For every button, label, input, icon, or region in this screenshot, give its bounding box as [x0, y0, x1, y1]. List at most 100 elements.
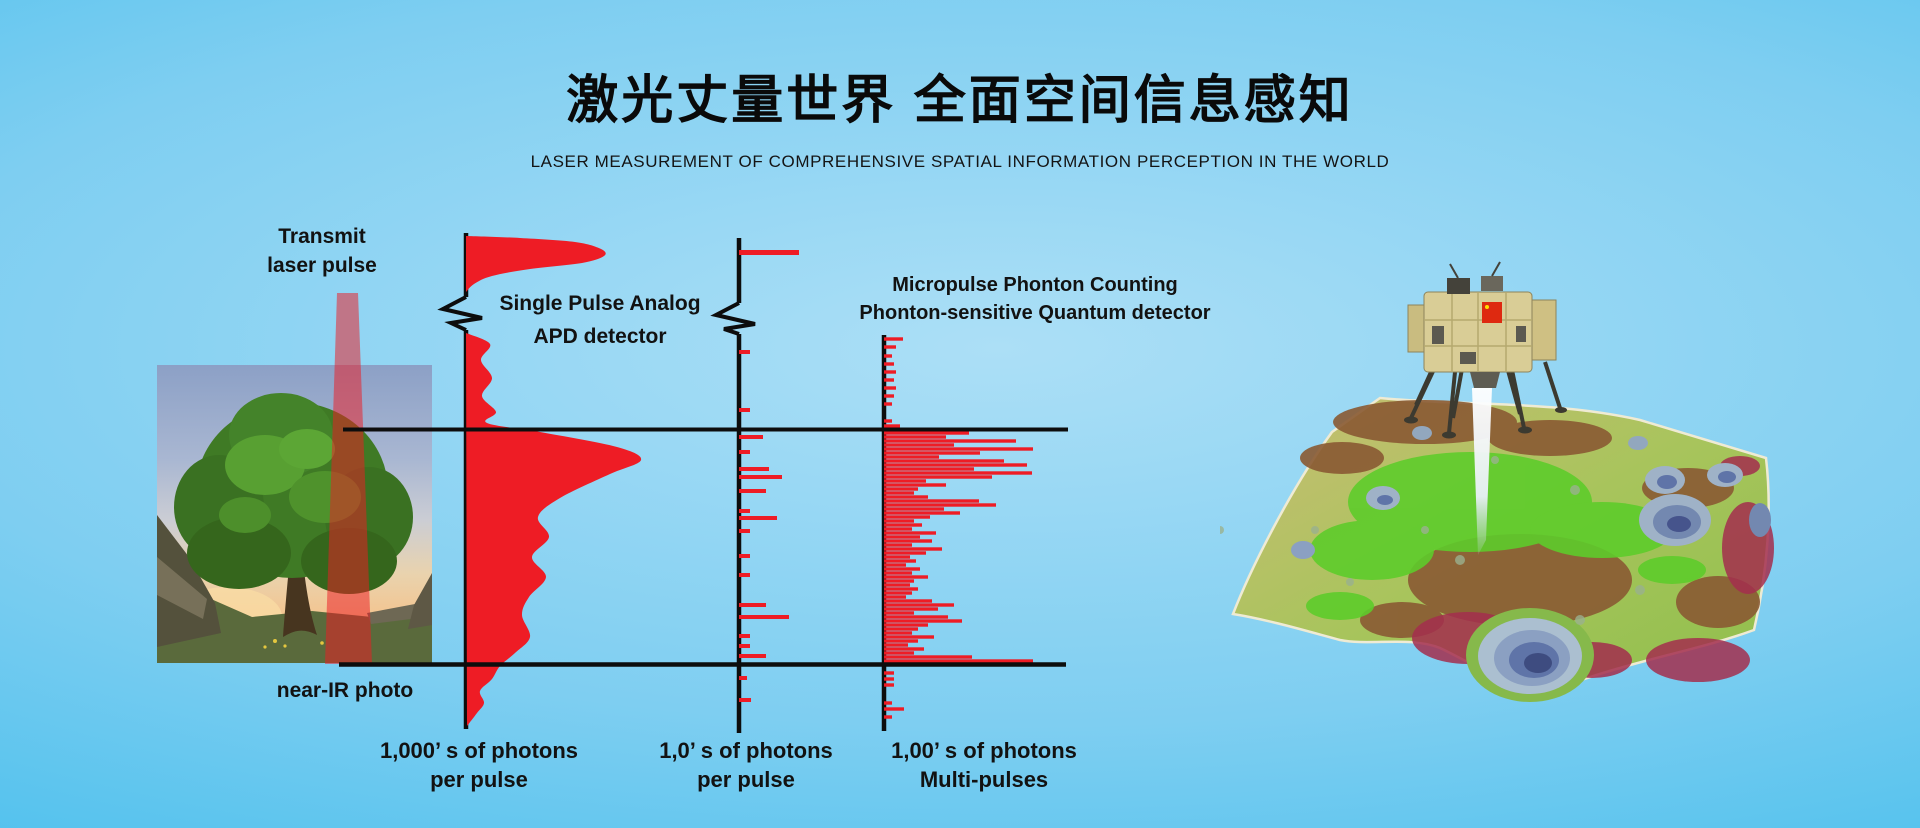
photon-pulse: [739, 509, 750, 513]
histogram-bar: [884, 527, 912, 531]
histogram-bar: [884, 571, 912, 575]
histogram-bar: [884, 386, 896, 390]
histogram-bar: [884, 615, 948, 619]
histogram-bar: [884, 370, 896, 374]
photon-pulse: [739, 435, 763, 439]
photon-pulse: [739, 250, 799, 255]
histogram-bar: [884, 535, 920, 539]
histogram-bar: [884, 394, 894, 398]
near-ir-photo-label: near-IR photo: [276, 679, 414, 702]
histogram-bar: [884, 431, 969, 435]
crater-right-1: [1639, 494, 1711, 546]
histogram-bar: [884, 439, 1016, 443]
histogram-bar: [884, 419, 892, 423]
histogram-bar: [884, 447, 1033, 451]
page-subtitle: LASER MEASUREMENT OF COMPREHENSIVE SPATI…: [530, 152, 1390, 171]
histogram-bar: [884, 424, 900, 428]
transmit-laser-pulse-label: Transmit laser pulse: [267, 225, 377, 277]
histogram-bar: [884, 459, 1004, 463]
histogram-bar: [884, 579, 914, 583]
apd-detector-label: Single Pulse Analog APD detector: [499, 292, 701, 348]
histogram-bar: [884, 519, 914, 523]
photon-pulse: [739, 573, 750, 577]
histogram-bar: [884, 715, 892, 719]
photon-pulse: [739, 450, 750, 454]
crater-large: [1466, 608, 1594, 702]
crater-left-1: [1366, 486, 1400, 510]
histogram-bar: [884, 591, 912, 595]
lander-engine-nozzle: [1470, 372, 1500, 388]
terrain-green-patches: [1306, 452, 1706, 682]
photon-pulse: [739, 615, 789, 619]
crater-near-lander: [1412, 426, 1432, 440]
histogram-bar: [884, 575, 928, 579]
histogram-bar: [884, 587, 918, 591]
histogram-bar: [884, 491, 914, 495]
histogram-bar: [884, 471, 1032, 475]
right-rocks: [408, 573, 432, 629]
histogram-bar: [884, 539, 932, 543]
histogram-bar: [884, 362, 894, 366]
stone-wall: [157, 557, 207, 619]
histogram-bar: [884, 627, 918, 631]
right-wall: [367, 604, 419, 624]
histogram-bar: [884, 611, 914, 615]
photon-pulse: [739, 644, 750, 648]
histogram-bar: [884, 595, 906, 599]
histogram-bar: [884, 499, 979, 503]
photon-axis-break-squiggle: [710, 301, 756, 336]
histogram-bar: [884, 483, 946, 487]
histogram-bar: [884, 671, 894, 675]
histogram-bar: [884, 354, 892, 358]
histogram-bar: [884, 563, 906, 567]
histogram-bar: [884, 707, 904, 711]
histogram-bar: [884, 503, 996, 507]
histogram-bar: [884, 603, 954, 607]
lander-laser-beam: [1472, 388, 1492, 555]
histogram-bar: [884, 639, 918, 643]
left-hill: [157, 515, 221, 647]
histogram-bar: [884, 547, 942, 551]
histogram-bar: [884, 683, 894, 687]
histogram-bar: [884, 345, 896, 349]
photon-pulse: [739, 676, 747, 680]
lidar-terrain-scene: [1220, 261, 1774, 702]
histogram-bar: [884, 507, 944, 511]
lander-panel-lines: [1424, 292, 1532, 372]
page-title: 激光丈量世界 全面空间信息感知: [566, 72, 1354, 130]
crater-left-2: [1291, 541, 1315, 559]
apd-return-waveform: [466, 333, 642, 726]
histogram-bar: [884, 378, 894, 382]
photon-pulse: [739, 698, 751, 702]
craters: [1220, 426, 1771, 702]
histogram-bar: [884, 631, 912, 635]
multipulse-axis-caption: 1,00’ s of photons Multi-pulses: [891, 738, 1077, 792]
wildflowers: [263, 639, 324, 649]
histogram-bar: [884, 607, 938, 611]
histogram-bar: [884, 583, 910, 587]
crater-edge: [1749, 503, 1771, 537]
transmit-pulse-waveform: [466, 236, 606, 292]
photon-pulse: [739, 467, 769, 471]
histogram-bar: [884, 619, 962, 623]
photon-pulse: [739, 634, 750, 638]
histogram-bar: [884, 543, 912, 547]
histogram-bar: [884, 435, 946, 439]
histogram-bar: [884, 451, 980, 455]
histogram-bar: [884, 643, 908, 647]
histogram-bar: [884, 479, 926, 483]
histogram-bar: [884, 567, 920, 571]
histogram-bar: [884, 515, 930, 519]
photon-pulse: [739, 603, 766, 607]
crater-right-3: [1707, 463, 1743, 487]
histogram-bar: [884, 467, 974, 471]
photon-axis-caption: 1,0’ s of photons per pulse: [659, 738, 833, 792]
crater-small-1: [1628, 436, 1648, 450]
histogram-bar: [884, 531, 936, 535]
apd-axis-caption: 1,000’ s of photons per pulse: [379, 738, 579, 792]
lunar-lander: [1404, 261, 1567, 439]
histogram-bar: [884, 495, 928, 499]
histogram-bar: [884, 559, 916, 563]
flag-star: [1485, 305, 1489, 309]
